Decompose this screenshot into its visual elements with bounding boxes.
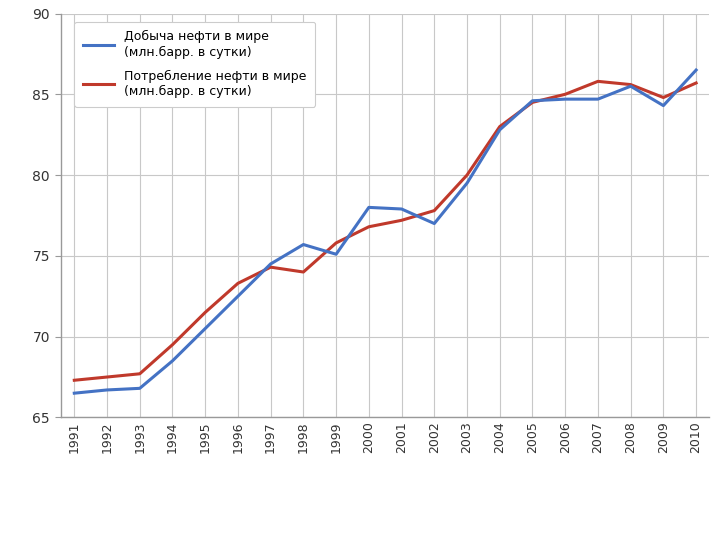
Добыча нефти в мире
(млн.барр. в сутки) — [692, 67, 701, 73]
Потребление нефти в мире
(млн.барр. в сутки) — [70, 377, 78, 383]
Потребление нефти в мире
(млн.барр. в сутки) — [135, 370, 144, 377]
Добыча нефти в мире
(млн.барр. в сутки) — [266, 261, 275, 267]
Добыча нефти в мире
(млн.барр. в сутки) — [626, 83, 635, 90]
Потребление нефти в мире
(млн.барр. в сутки) — [692, 80, 701, 86]
Потребление нефти в мире
(млн.барр. в сутки) — [168, 341, 177, 348]
Потребление нефти в мире
(млн.барр. в сутки) — [233, 280, 242, 287]
Потребление нефти в мире
(млн.барр. в сутки) — [626, 82, 635, 88]
Добыча нефти в мире
(млн.барр. в сутки) — [397, 206, 406, 212]
Потребление нефти в мире
(млн.барр. в сутки) — [463, 172, 472, 178]
Добыча нефти в мире
(млн.барр. в сутки) — [233, 293, 242, 300]
Потребление нефти в мире
(млн.барр. в сутки) — [266, 264, 275, 271]
Потребление нефти в мире
(млн.барр. в сутки) — [332, 240, 341, 246]
Потребление нефти в мире
(млн.барр. в сутки) — [103, 374, 112, 380]
Line: Добыча нефти в мире
(млн.барр. в сутки): Добыча нефти в мире (млн.барр. в сутки) — [74, 70, 696, 393]
Добыча нефти в мире
(млн.барр. в сутки) — [430, 220, 438, 227]
Потребление нефти в мире
(млн.барр. в сутки) — [561, 91, 570, 98]
Добыча нефти в мире
(млн.барр. в сутки) — [593, 96, 602, 103]
Потребление нефти в мире
(млн.барр. в сутки) — [659, 94, 667, 101]
Потребление нефти в мире
(млн.барр. в сутки) — [299, 269, 307, 275]
Добыча нефти в мире
(млн.барр. в сутки) — [364, 204, 373, 211]
Потребление нефти в мире
(млн.барр. в сутки) — [201, 309, 210, 316]
Добыча нефти в мире
(млн.барр. в сутки) — [561, 96, 570, 103]
Добыча нефти в мире
(млн.барр. в сутки) — [135, 385, 144, 392]
Добыча нефти в мире
(млн.барр. в сутки) — [201, 325, 210, 332]
Потребление нефти в мире
(млн.барр. в сутки) — [593, 78, 602, 85]
Потребление нефти в мире
(млн.барр. в сутки) — [528, 99, 537, 106]
Добыча нефти в мире
(млн.барр. в сутки) — [168, 357, 177, 364]
Legend: Добыча нефти в мире
(млн.барр. в сутки), Потребление нефти в мире
(млн.барр. в с: Добыча нефти в мире (млн.барр. в сутки),… — [74, 22, 315, 107]
Добыча нефти в мире
(млн.барр. в сутки) — [103, 387, 112, 393]
Потребление нефти в мире
(млн.барр. в сутки) — [397, 217, 406, 224]
Добыча нефти в мире
(млн.барр. в сутки) — [528, 98, 537, 104]
Добыча нефти в мире
(млн.барр. в сутки) — [659, 103, 667, 109]
Потребление нефти в мире
(млн.барр. в сутки) — [495, 123, 504, 130]
Потребление нефти в мире
(млн.барр. в сутки) — [364, 224, 373, 230]
Потребление нефти в мире
(млн.барр. в сутки) — [430, 207, 438, 214]
Text: Элитный Трейдер, ELITETRADER.RU: Элитный Трейдер, ELITETRADER.RU — [9, 516, 241, 529]
Добыча нефти в мире
(млн.барр. в сутки) — [332, 251, 341, 258]
Добыча нефти в мире
(млн.барр. в сутки) — [495, 126, 504, 133]
Добыча нефти в мире
(млн.барр. в сутки) — [70, 390, 78, 396]
Добыча нефти в мире
(млн.барр. в сутки) — [299, 241, 307, 248]
Line: Потребление нефти в мире
(млн.барр. в сутки): Потребление нефти в мире (млн.барр. в су… — [74, 82, 696, 380]
Добыча нефти в мире
(млн.барр. в сутки) — [463, 180, 472, 186]
